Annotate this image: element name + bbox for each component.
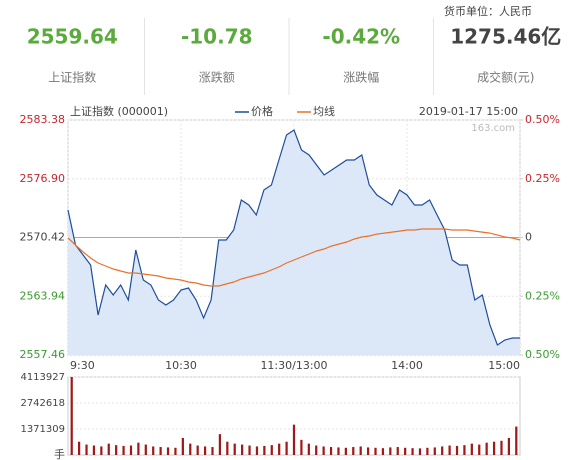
stat-value: 2559.64 [27,25,118,49]
volume-bar [144,444,147,455]
volume-bar [315,445,318,455]
series-line [67,228,521,287]
volume-bar [322,446,325,455]
volume-bar [278,443,281,455]
y2-tick-label: 0 [525,231,532,244]
volume-bar [463,445,466,455]
volume-bar [203,446,207,455]
volume-bar [426,447,429,455]
x-tick-label: 10:30 [165,359,197,372]
volume-bar [344,447,347,455]
volume-tick-label: 4113927 [20,372,65,383]
timestamp: 2019-01-17 15:00 [419,105,518,118]
volume-bar [307,443,310,455]
volume-bar [226,441,229,455]
volume-bar [211,447,214,455]
volume-bar [233,443,236,455]
volume-bar [381,448,385,455]
x-tick-label: 14:00 [391,359,423,372]
volume-bar [100,446,103,455]
y-tick-label: 2570.42 [20,231,66,244]
legend-label: 价格 [251,104,273,118]
volume-bar [85,444,88,455]
y2-tick-label: 0.25% [525,172,560,185]
volume-bar [389,447,392,455]
volume-bar [396,447,399,455]
volume-bar [78,441,81,455]
y-tick-label: 2557.46 [20,348,66,361]
volume-bar [418,448,422,455]
legend-label: 均线 [313,104,335,118]
volume-bar [455,445,459,455]
volume-bar [137,442,140,455]
volume-bar [337,447,340,455]
volume-bar [411,448,414,455]
y-tick-label: 2583.38 [20,113,66,126]
volume-bar [70,377,73,455]
volume-bar [255,446,259,455]
y2-tick-label: 0.25% [525,289,560,302]
stat-label: 涨跌幅 [343,70,379,85]
volume-bar [507,437,510,455]
volume-bar [329,447,333,455]
volume-bar [92,445,96,455]
currency-unit: 货币单位：人民币 [444,4,532,18]
volume-bar [359,446,362,455]
stat-label: 涨跌额 [199,70,235,85]
volume-bar [196,445,199,455]
y-tick-label: 2576.90 [20,172,66,185]
x-tick-label: 11:30/13:00 [260,359,327,372]
volume-bar [189,443,192,455]
volume-bar [107,443,110,455]
volume-bar [248,445,251,455]
y-tick-label: 2563.94 [20,289,66,302]
volume-bar [492,441,496,455]
volume-bar [174,447,177,455]
chart-title: 上证指数 (000001) [70,104,168,118]
volume-bar [404,447,407,455]
volume-bar [115,445,118,455]
stat-label: 成交额(元) [477,70,534,85]
volume-bar [181,437,184,455]
volume-bar [300,439,303,455]
stat-value: 1275.46亿 [450,25,561,49]
price-area [68,130,520,355]
volume-bar [263,445,266,455]
volume-tick-label: 1371309 [20,424,65,435]
volume-bar [485,442,488,455]
volume-bar [478,444,481,455]
volume-bar [166,447,170,455]
volume-bar [152,446,155,455]
x-tick-label: 15:00 [488,359,520,372]
volume-bar [448,445,451,455]
volume-bar [352,447,355,455]
y2-tick-label: 0.50% [525,348,560,361]
volume-bar [241,444,244,455]
volume-bar [159,447,162,455]
stat-label: 上证指数 [48,70,96,85]
volume-bar [129,445,133,455]
volume-bar [433,447,436,455]
x-tick-label: 9:30 [70,359,95,372]
volume-unit: 手 [54,447,65,460]
volume-bar [366,447,370,455]
stat-value: -0.42% [322,25,400,49]
stat-value: -10.78 [181,25,253,49]
volume-bar [270,445,273,455]
y2-tick-label: 0.50% [525,113,560,126]
volume-bar [285,441,288,455]
volume-bar [500,440,503,455]
volume-bar [122,445,125,455]
volume-bar [292,424,296,455]
series-line [67,129,520,346]
volume-bar [441,446,444,455]
watermark: 163.com [471,123,515,134]
volume-bar [515,426,518,455]
volume-tick-label: 2742618 [20,398,65,409]
volume-bar [470,443,473,455]
volume-bar [374,447,377,455]
volume-bar [218,434,222,455]
